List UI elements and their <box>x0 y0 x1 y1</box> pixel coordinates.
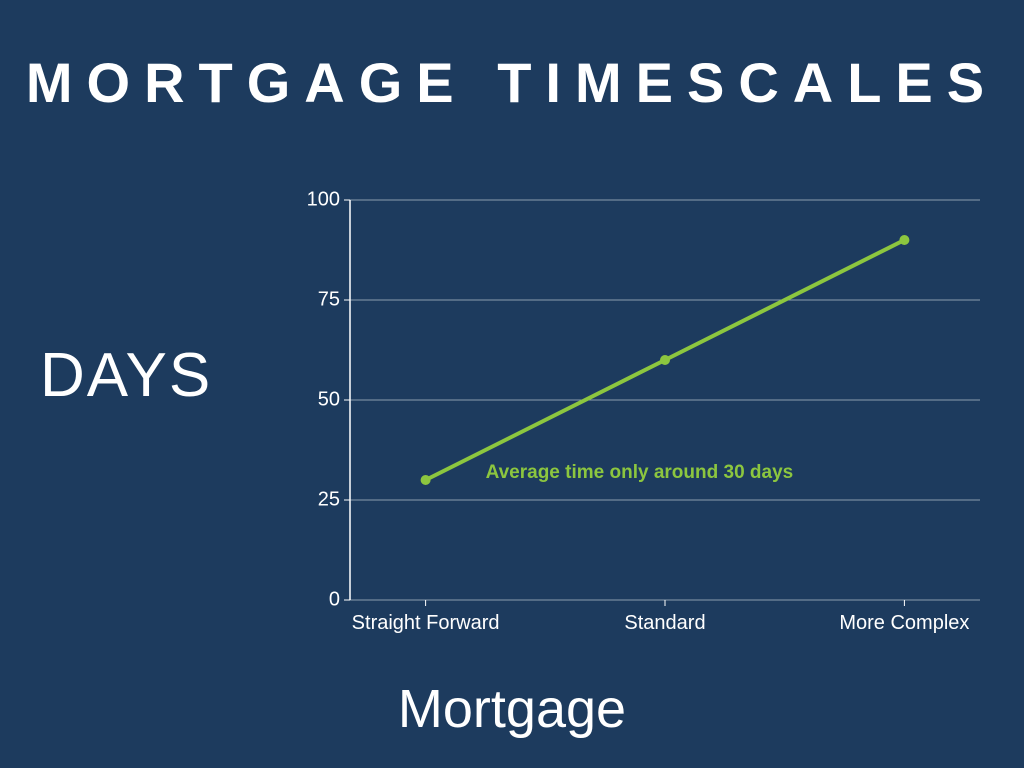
y-tick-label: 100 <box>280 189 340 212</box>
y-tick-label: 75 <box>280 289 340 312</box>
y-tick-label: 25 <box>280 489 340 512</box>
chart-svg <box>280 180 980 640</box>
y-axis-title: DAYS <box>40 340 212 411</box>
x-tick-label: Standard <box>624 612 705 635</box>
page: MORTGAGE TIMESCALES DAYS 0 25 50 75 100 Stra… <box>0 0 1024 768</box>
x-axis-title: Mortgage <box>0 678 1024 740</box>
y-tick-label: 50 <box>280 389 340 412</box>
line-chart: 0 25 50 75 100 Straight Forward Standard More … <box>280 180 980 640</box>
y-tick-label: 0 <box>280 589 340 612</box>
chart-annotation: Average time only around 30 days <box>486 462 794 484</box>
page-title: MORTGAGE TIMESCALES <box>0 50 1024 115</box>
x-tick-label: More Complex <box>839 612 969 635</box>
x-tick-label: Straight Forward <box>352 612 500 635</box>
